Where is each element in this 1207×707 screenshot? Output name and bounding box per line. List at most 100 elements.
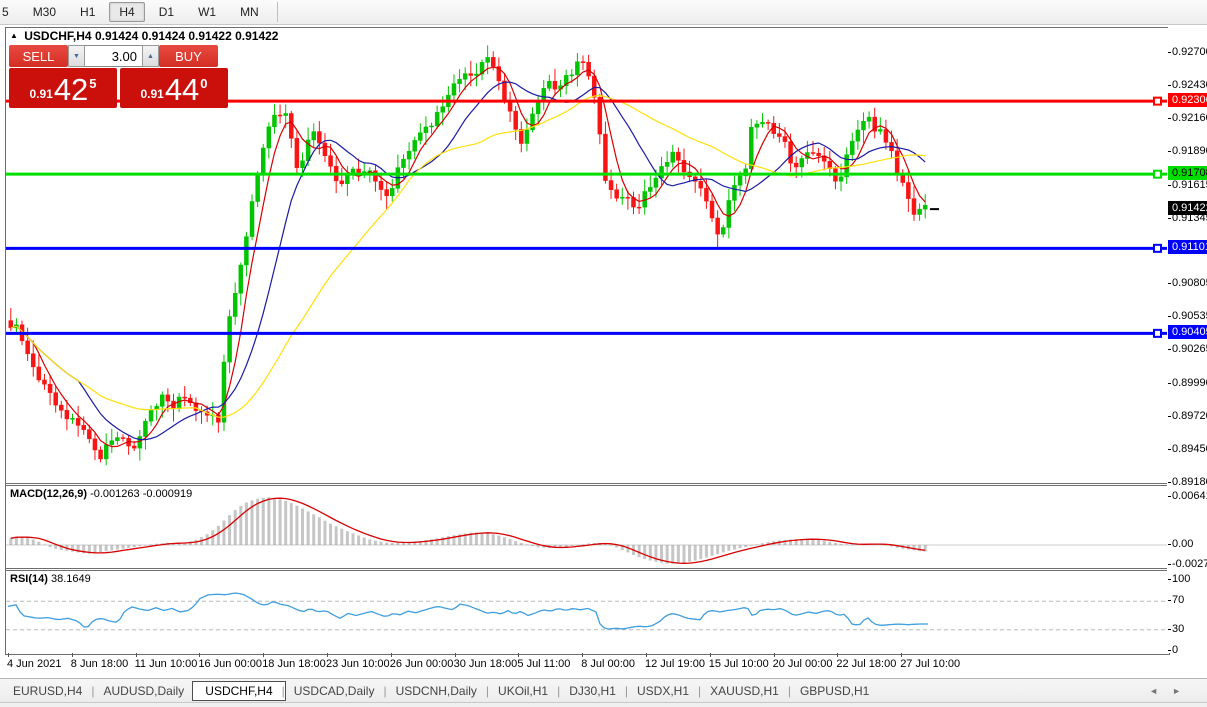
toolbar-separator <box>276 2 278 22</box>
timeframe-button-mn[interactable]: MN <box>240 5 259 19</box>
tab-scroll-left-icon[interactable]: ◄ <box>1149 686 1173 696</box>
sell-price-prefix: 0.91 <box>29 87 53 101</box>
time-tick-mark <box>327 653 328 657</box>
volume-increase-button[interactable]: ▲ <box>142 45 159 67</box>
time-tick-label: 12 Jul 19:00 <box>645 658 705 670</box>
tab-scroll-arrows: ◄► <box>1149 686 1195 696</box>
volume-decrease-button[interactable]: ▼ <box>68 45 85 67</box>
time-tick-mark <box>8 653 9 657</box>
macd-label: MACD(12,26,9) -0.001263 -0.000919 <box>10 488 192 500</box>
time-tick-mark <box>454 653 456 657</box>
axis-tick-mark <box>1168 564 1171 566</box>
axis-tick-mark <box>1168 283 1171 285</box>
axis-tick-mark <box>1168 184 1171 186</box>
sell-price-big: 42 <box>53 72 89 107</box>
time-tick-label: 23 Jun 10:00 <box>326 658 390 670</box>
axis-tick-mark <box>1168 482 1171 483</box>
axis-tick-label: 0.90265 <box>1172 343 1207 356</box>
sell-price-button[interactable]: 0.91 42 5 <box>9 68 117 108</box>
time-tick-label: 5 Jul 11:00 <box>517 658 571 670</box>
price-chart-canvas[interactable] <box>6 28 1167 483</box>
timeframe-button-m30[interactable]: M30 <box>32 5 57 19</box>
time-tick-label: 16 Jun 00:00 <box>198 658 263 670</box>
chart-tab-usdcad-daily[interactable]: USDCAD,Daily <box>293 684 375 698</box>
time-tick-mark <box>837 653 839 657</box>
price-axis[interactable]: 0.927000.924300.921600.918900.916150.913… <box>1168 27 1207 656</box>
buy-price-button[interactable]: 0.91 44 0 <box>120 68 228 108</box>
axis-tick-mark <box>1168 84 1171 86</box>
buy-price-prefix: 0.91 <box>140 87 164 101</box>
tab-scroll-right-icon[interactable]: ► <box>1172 686 1195 696</box>
time-tick-mark <box>901 653 903 657</box>
rsi-name: RSI(14) <box>10 573 48 585</box>
price-level-badge: 0.92306 <box>1168 93 1207 108</box>
time-tick-mark <box>518 653 520 657</box>
macd-indicator-canvas[interactable] <box>6 486 1167 568</box>
rsi-value: 38.1649 <box>50 573 91 585</box>
rsi-indicator-canvas[interactable] <box>6 571 1167 652</box>
sell-button[interactable]: SELL <box>9 45 68 67</box>
chart-tab-xauusd-h1[interactable]: XAUUSD,H1 <box>710 684 779 698</box>
price-level-badge: 0.90405 <box>1168 325 1207 340</box>
price-level-badge: 0.91422 <box>1168 201 1207 216</box>
tab-separator: | <box>698 684 702 698</box>
time-tick-mark <box>71 653 73 657</box>
tab-separator: | <box>787 684 791 698</box>
time-tick-mark <box>646 653 647 657</box>
axis-tick-label: 0.00 <box>1172 538 1194 550</box>
axis-tick-mark <box>1168 52 1171 53</box>
sell-price-pip: 5 <box>89 76 97 91</box>
chart-tab-audusd-daily[interactable]: AUDUSD,Daily <box>103 684 185 698</box>
one-click-trading-widget: SELL ▼ ▲ BUY 0.91 42 5 0.91 44 0 <box>9 45 228 108</box>
axis-tick-label: 100 <box>1172 573 1191 585</box>
one-click-collapse-icon[interactable]: ▲ <box>10 31 18 40</box>
volume-input[interactable] <box>85 45 142 67</box>
chart-title: ▲ USDCHF,H4 0.91424 0.91424 0.91422 0.91… <box>10 29 278 43</box>
tab-separator: | <box>281 684 285 698</box>
time-tick-label: 18 Jun 18:00 <box>262 658 326 670</box>
chart-ohlc: 0.91424 0.91424 0.91422 0.91422 <box>94 29 279 43</box>
chart-tabs: EURUSD,H4|AUDUSD,Daily|USDCHF,H4|USDCAD,… <box>0 681 882 701</box>
axis-tick-mark <box>1168 628 1171 630</box>
time-tick-label: 27 Jul 10:00 <box>900 658 961 670</box>
axis-tick-mark <box>1168 579 1171 580</box>
timeframe-button-h4[interactable]: H4 <box>109 2 145 22</box>
chart-tab-gbpusd-h1[interactable]: GBPUSD,H1 <box>799 684 870 698</box>
tab-separator: | <box>91 684 95 698</box>
time-axis[interactable]: 4 Jun 2021 8 Jun 18:00 11 Jun 10:00 16 Jun … <box>6 653 1168 674</box>
axis-tick-mark <box>1168 349 1171 351</box>
chart-tab-eurusd-h4[interactable]: EURUSD,H4 <box>13 684 83 698</box>
tab-separator: | <box>383 684 387 698</box>
time-tick-mark <box>199 653 201 657</box>
time-tick-label: 20 Jul 00:00 <box>772 658 833 670</box>
axis-tick-label: 30 <box>1172 622 1185 635</box>
buy-button[interactable]: BUY <box>159 45 218 67</box>
chart-tab-usdcnh-daily[interactable]: USDCNH,Daily <box>395 684 477 698</box>
axis-tick-mark <box>1168 316 1171 318</box>
time-tick-label: 26 Jun 00:00 <box>389 658 454 670</box>
buy-price-pip: 0 <box>200 76 208 91</box>
timeframe-button-w1[interactable]: W1 <box>198 5 217 19</box>
axis-tick-mark <box>1168 650 1171 651</box>
timeframe-button-5[interactable]: 5 <box>2 5 9 19</box>
axis-tick-label: 70 <box>1172 594 1185 607</box>
time-tick-mark <box>709 653 711 657</box>
timeframe-button-d1[interactable]: D1 <box>158 5 175 19</box>
chart-tab-usdx-h1[interactable]: USDX,H1 <box>637 684 690 698</box>
panel-divider[interactable] <box>6 483 1167 486</box>
chart-tab-ukoil-h1[interactable]: UKOil,H1 <box>498 684 549 698</box>
time-tick-mark <box>135 653 137 657</box>
timeframe-button-h1[interactable]: H1 <box>80 5 96 19</box>
price-level-badge: 0.91708 <box>1168 166 1207 181</box>
chart-tab-dj30-h1[interactable]: DJ30,H1 <box>569 684 616 698</box>
timeframe-toolbar: 5 M30 H1 H4 D1 W1 MN <box>0 0 1207 25</box>
chart-tab-usdchf-h4[interactable]: USDCHF,H4 <box>192 681 286 701</box>
price-level-badge: 0.91101 <box>1168 240 1207 255</box>
axis-tick-mark <box>1168 150 1171 152</box>
panel-divider[interactable] <box>6 568 1167 571</box>
rsi-label: RSI(14) 38.1649 <box>10 573 91 585</box>
